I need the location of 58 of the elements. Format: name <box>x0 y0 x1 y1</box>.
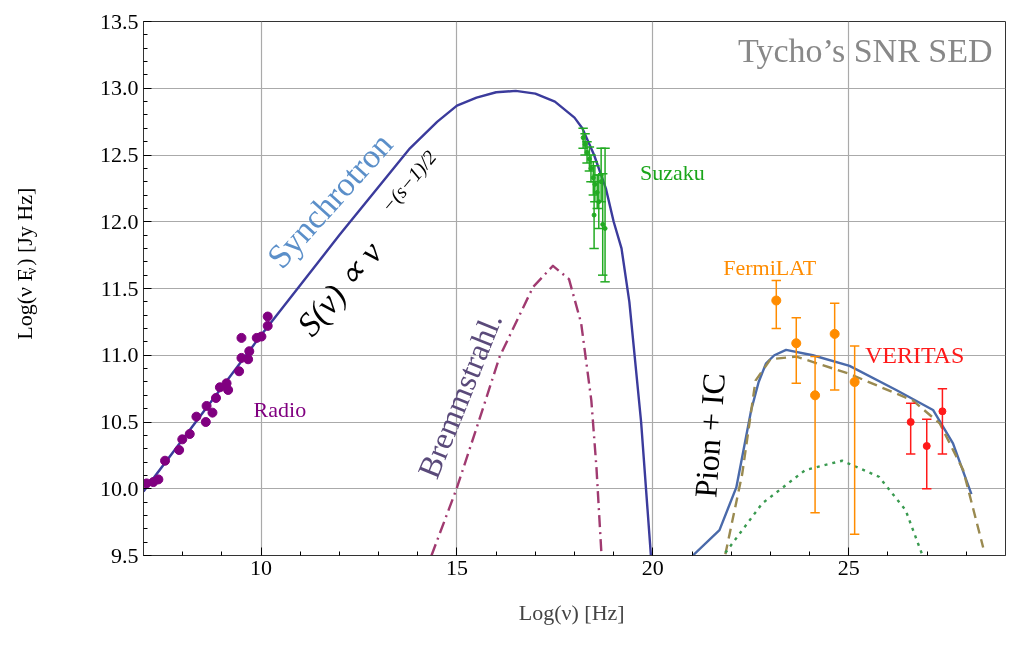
point <box>598 179 604 185</box>
point <box>243 354 254 365</box>
line-series <box>691 348 973 556</box>
point <box>922 442 931 451</box>
y-tick-label: 11.5 <box>100 275 139 301</box>
point <box>602 225 608 231</box>
x-tick-label: 25 <box>837 554 860 580</box>
y-tick-label: 10.5 <box>100 409 139 434</box>
y-tick-label: 12.5 <box>100 142 139 167</box>
y-tick-label: 13.5 <box>100 8 139 34</box>
point <box>938 407 947 416</box>
point <box>849 376 860 387</box>
annotation: VERITAS <box>864 342 965 369</box>
point <box>586 156 592 162</box>
point <box>236 332 247 343</box>
point <box>262 311 273 322</box>
point <box>810 390 821 401</box>
point <box>210 392 221 403</box>
point <box>234 366 245 377</box>
y-tick-label: 13.0 <box>100 75 139 101</box>
point <box>207 407 218 418</box>
point <box>590 175 596 181</box>
point <box>582 141 588 147</box>
annotation: Pion + IC <box>687 371 732 499</box>
y-tick-label: 10.0 <box>100 475 139 501</box>
x-axis-title: Log(ν) [Hz] <box>518 599 625 625</box>
point <box>829 328 840 339</box>
chart-title: Tycho’s SNR SED <box>738 32 993 70</box>
x-tick-label: 10 <box>250 554 273 580</box>
point <box>584 149 590 155</box>
y-tick-label: 9.5 <box>111 542 139 568</box>
y-tick-label: 11.0 <box>100 342 139 368</box>
point <box>600 221 606 227</box>
point <box>184 429 195 440</box>
annotation: FermiLAT <box>723 254 817 280</box>
point <box>791 338 802 349</box>
point <box>174 445 185 456</box>
point <box>594 189 600 195</box>
line-series <box>724 459 924 556</box>
point <box>596 199 602 205</box>
annotation: Radio <box>253 397 307 423</box>
y-tick-label: 12.0 <box>100 208 139 234</box>
annotation: Suzaku <box>640 159 705 185</box>
point <box>200 417 211 427</box>
point <box>588 165 594 171</box>
point <box>262 320 273 331</box>
point <box>591 212 597 218</box>
point <box>771 295 782 306</box>
x-tick-label: 20 <box>641 554 664 580</box>
point <box>177 434 188 445</box>
point <box>201 400 212 411</box>
point <box>592 181 598 187</box>
x-tick-label: 15 <box>445 554 468 580</box>
point <box>906 418 915 426</box>
point <box>160 455 171 466</box>
point <box>153 474 164 485</box>
point <box>191 411 202 422</box>
point <box>580 135 586 141</box>
